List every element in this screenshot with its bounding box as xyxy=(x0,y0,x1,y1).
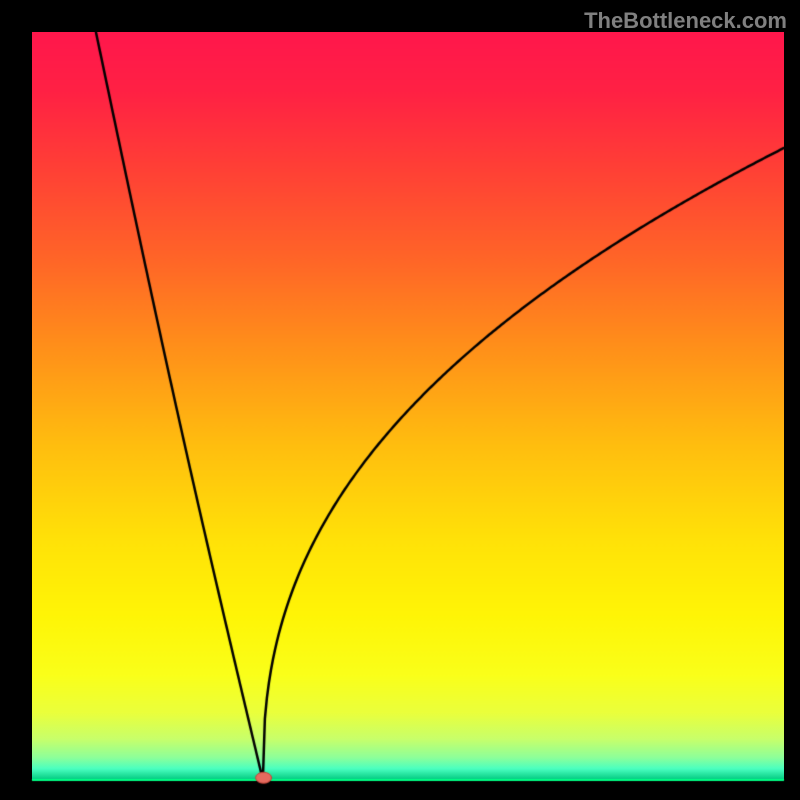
chart-container: TheBottleneck.com xyxy=(0,0,800,800)
watermark-text: TheBottleneck.com xyxy=(584,8,787,34)
curve-layer xyxy=(0,0,800,800)
